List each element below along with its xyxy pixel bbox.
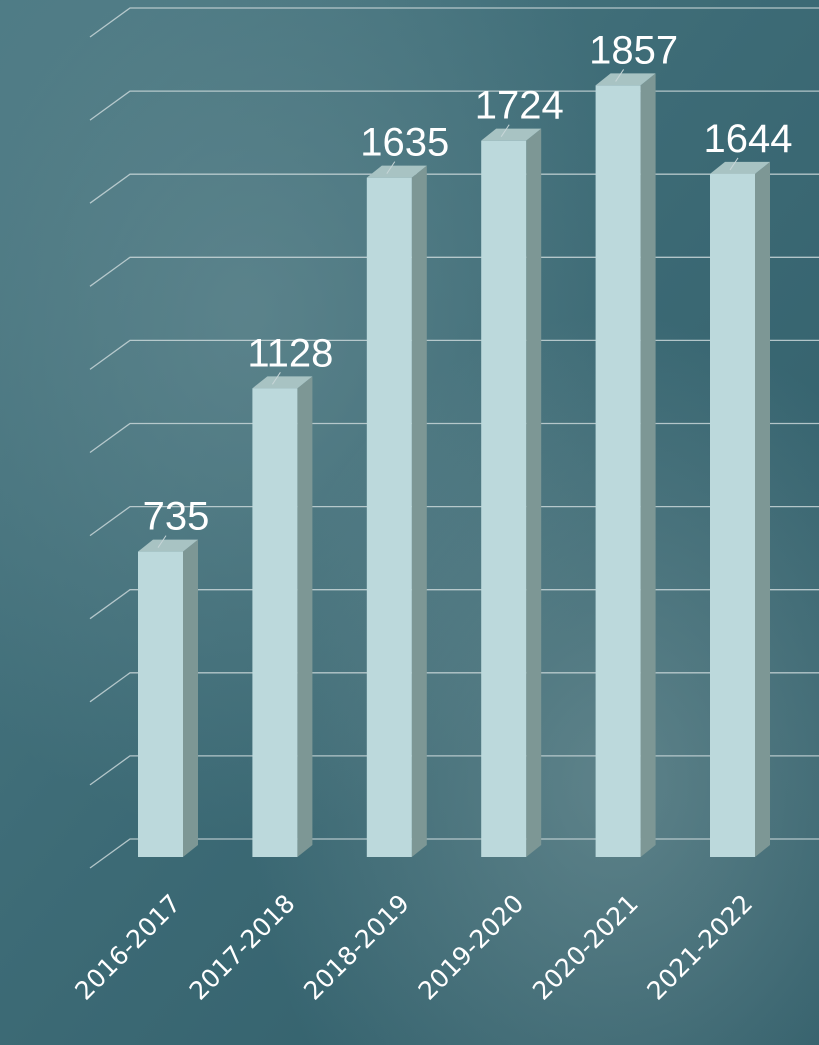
bar-side bbox=[297, 376, 312, 857]
bar-side bbox=[183, 540, 198, 857]
bar-side bbox=[412, 166, 427, 857]
data-label: 1635 bbox=[360, 121, 449, 165]
bar bbox=[710, 174, 755, 857]
bar bbox=[252, 388, 297, 857]
data-label: 1644 bbox=[704, 117, 793, 161]
bar-side bbox=[641, 73, 656, 857]
bar bbox=[596, 85, 641, 857]
chart: 7352016-201711282017-201816352018-201917… bbox=[0, 0, 819, 1045]
bar-side bbox=[755, 162, 770, 857]
bar-side bbox=[526, 129, 541, 857]
data-label: 735 bbox=[143, 495, 210, 539]
bar bbox=[367, 178, 412, 857]
data-label: 1724 bbox=[475, 84, 564, 128]
data-label: 1857 bbox=[589, 28, 678, 72]
bar bbox=[481, 141, 526, 857]
data-label: 1128 bbox=[247, 331, 333, 375]
bar bbox=[138, 552, 183, 857]
